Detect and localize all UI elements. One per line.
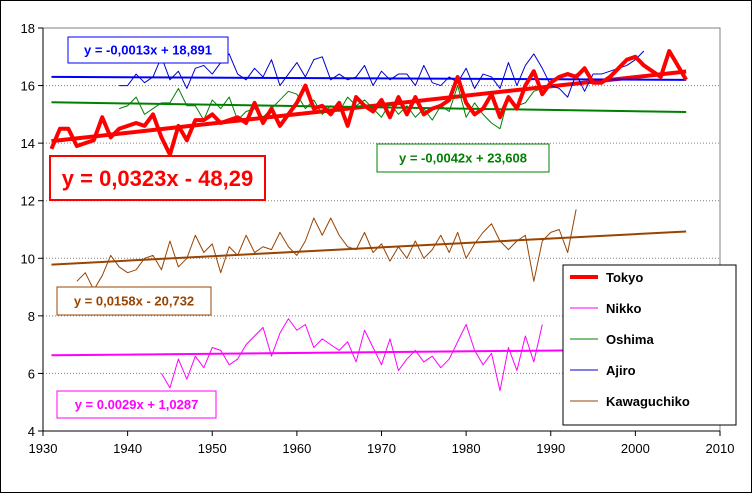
x-tick-label: 1980 (452, 441, 481, 456)
series-line-tokyo (49, 49, 688, 157)
y-tick-label: 8 (28, 309, 35, 324)
axes: 4 6 8 10 12 14 16 18 1930 1940 1950 1960 1970 1980 199… (21, 21, 735, 456)
legend-label-nikko: Nikko (606, 301, 641, 316)
y-tick-label: 4 (28, 424, 35, 439)
x-tick-label: 2010 (706, 441, 735, 456)
x-tick-label: 1940 (113, 441, 142, 456)
equation-label-nikko: y = 0.0029x + 1,0287 (75, 397, 199, 412)
x-tick-label: 1950 (198, 441, 227, 456)
legend-label-kawaguchiko: Kawaguchiko (606, 394, 690, 409)
x-tick-label: 1990 (536, 441, 565, 456)
y-tick-label: 18 (21, 21, 35, 36)
equation-box-ajiro (67, 36, 229, 64)
equation-box-tokyo (49, 155, 266, 201)
legend-box (562, 264, 737, 426)
equation-label-ajiro: y = -0,0013x + 18,891 (84, 43, 212, 58)
y-tick-label: 14 (21, 136, 35, 151)
y-tick-label: 6 (28, 366, 35, 381)
equation-box-nikko (56, 390, 217, 419)
trendline-ajiro (51, 75, 687, 81)
series-line-nikko (161, 318, 543, 392)
x-tick-label: 1970 (367, 441, 396, 456)
y-tick-label: 16 (21, 79, 35, 94)
equation-box-kawaguchiko (56, 286, 212, 316)
equation-label-kawaguchiko: y = 0,0158x - 20,732 (74, 294, 194, 309)
equation-label-oshima: y = -0,0042x + 23,608 (399, 151, 527, 166)
equation-box-oshima (376, 143, 550, 173)
trendline-kawaguchiko (51, 230, 687, 266)
legend-label-oshima: Oshima (606, 332, 654, 347)
legend: Tokyo Nikko Oshima Ajiro Kawaguchiko (562, 264, 737, 426)
y-tick-label: 10 (21, 251, 35, 266)
y-tick-label: 12 (21, 194, 35, 209)
x-tick-label: 2000 (621, 441, 650, 456)
trendline-equations: y = 0,0323x - 48,29 y = -0,0013x + 18,891… (49, 36, 550, 419)
series-line-kawaguchiko (76, 209, 577, 291)
equation-label-tokyo: y = 0,0323x - 48,29 (62, 166, 253, 191)
legend-label-ajiro: Ajiro (606, 363, 636, 378)
series-line-ajiro (119, 50, 645, 98)
legend-label-tokyo: Tokyo (606, 270, 643, 285)
x-tick-label: 1930 (29, 441, 58, 456)
data-series (49, 49, 688, 392)
x-tick-label: 1960 (282, 441, 311, 456)
